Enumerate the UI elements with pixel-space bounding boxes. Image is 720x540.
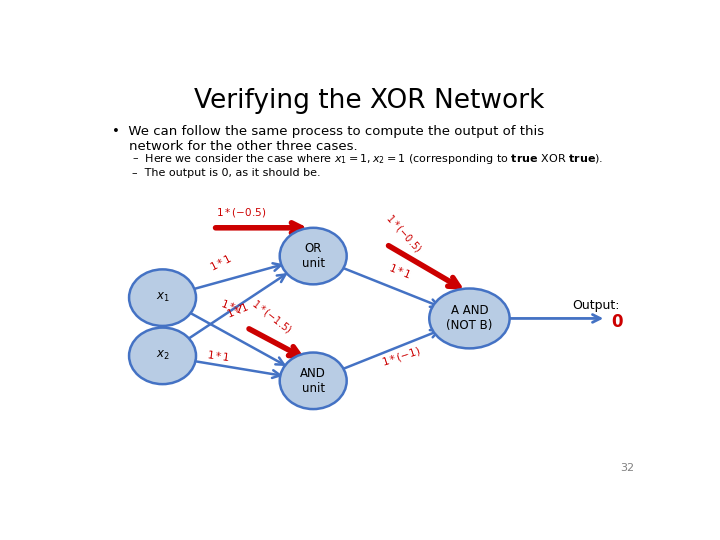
Text: $1*1$: $1*1$: [387, 261, 413, 281]
Ellipse shape: [280, 353, 347, 409]
Text: •  We can follow the same process to compute the output of this
    network for : • We can follow the same process to comp…: [112, 125, 544, 153]
Text: $x_1$: $x_1$: [156, 291, 169, 304]
Text: $1*(-0.5)$: $1*(-0.5)$: [383, 211, 424, 255]
Text: $1*(- 0.5)$: $1*(- 0.5)$: [215, 206, 266, 219]
Text: Output:: Output:: [572, 300, 620, 313]
Text: –  Here we consider the case where $x_1 = 1, x_2 = 1$ (corresponding to $\bf{tru: – Here we consider the case where $x_1 =…: [132, 152, 603, 166]
Ellipse shape: [429, 288, 510, 348]
Text: $1*1$: $1*1$: [208, 252, 234, 273]
Ellipse shape: [280, 228, 347, 285]
Text: $1*1$: $1*1$: [219, 296, 246, 315]
Text: OR
unit: OR unit: [302, 242, 325, 270]
Text: AND
unit: AND unit: [300, 367, 326, 395]
Text: $1*(-1.5)$: $1*(-1.5)$: [249, 296, 294, 336]
Ellipse shape: [129, 269, 196, 326]
Text: $x_2$: $x_2$: [156, 349, 169, 362]
Text: –  The output is 0, as it should be.: – The output is 0, as it should be.: [132, 167, 320, 178]
Text: A AND
(NOT B): A AND (NOT B): [446, 305, 492, 333]
Ellipse shape: [129, 328, 196, 384]
Text: $1*1$: $1*1$: [225, 300, 251, 320]
Text: Verifying the XOR Network: Verifying the XOR Network: [194, 87, 544, 113]
Text: $1*(-1)$: $1*(-1)$: [380, 345, 423, 369]
Text: $1*1$: $1*1$: [206, 348, 231, 363]
Text: 32: 32: [620, 463, 634, 473]
Text: 0: 0: [612, 313, 624, 331]
